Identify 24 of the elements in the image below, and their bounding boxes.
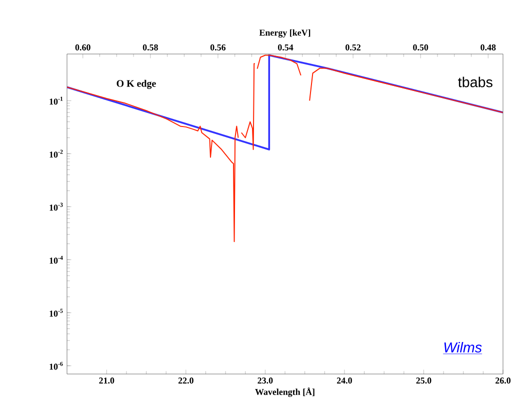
y-tick-label: 10$^{-6}$ (50, 362, 63, 370)
x2-tick-label: 0.48 (480, 44, 496, 50)
annotation: tbabs (458, 76, 492, 88)
x-tick-label: 21.0 (99, 378, 114, 384)
x-tick-label: 23.0 (258, 378, 273, 384)
y-tick-label: 10$^{-2}$ (50, 150, 63, 158)
y-tick-label: 10$^{-5}$ (50, 308, 63, 317)
x-tick-label: 24.0 (336, 378, 352, 384)
x2-tick-label: 0.52 (346, 44, 361, 50)
y-tick-label: 10$^{-1}$ (50, 96, 63, 105)
x-tick-label: 22.0 (178, 378, 194, 384)
annotation: Wilms (444, 342, 482, 352)
x2-tick-label: 0.50 (413, 44, 428, 50)
y-tick-label: 10$^{-4}$ (50, 256, 63, 264)
x2-tick-label: 0.54 (278, 44, 294, 50)
x2-tick-label: 0.60 (75, 44, 90, 50)
x-tick-label: 25.0 (416, 378, 432, 384)
x2-axis-title: Energy [keV] (259, 29, 310, 38)
x-tick-label: 26.0 (496, 378, 511, 384)
x-axis-title: Wavelength [Å] (255, 387, 314, 397)
y-tick-label: 10$^{-3}$ (50, 202, 63, 211)
x2-tick-label: 0.56 (210, 44, 226, 50)
x2-tick-label: 0.58 (142, 44, 158, 50)
annotation: O K edge (116, 80, 156, 89)
